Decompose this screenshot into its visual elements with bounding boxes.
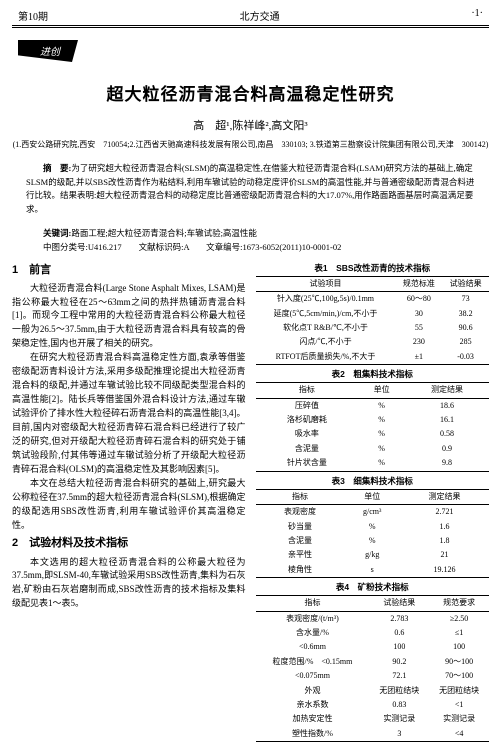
para: 本文在总结大粒径沥青混合料研究的基础上,研究最大公称粒径在37.5mm的超大粒径…	[12, 477, 246, 533]
abstract: 摘 要:为了研究超大粒径沥青混合料(SLSM)的高温稳定性,在借鉴大粒径沥青混合…	[26, 162, 475, 216]
section-1-heading: 1 前言	[12, 262, 246, 279]
table-2: 指标单位测定结果 压碎值%18.6 洛杉矶磨耗%16.1 吸水率%0.58 含泥…	[256, 382, 490, 471]
header-journal: 北方交通	[240, 8, 280, 23]
left-column: 1 前言 大粒径沥青混合料(Large Stone Asphalt Mixes,…	[12, 259, 246, 743]
abstract-label: 摘 要:	[43, 163, 71, 173]
table-1: 试验项目规范标准试验结果 针入度(25℃,100g,5s)/0.1mm60～80…	[256, 276, 490, 365]
para: 大粒径沥青混合料(Large Stone Asphalt Mixes, LSAM…	[12, 282, 246, 352]
section-2-heading: 2 试验材料及技术指标	[12, 535, 246, 552]
authors: 高 超¹,陈祥峰²,高文阳³	[0, 117, 501, 133]
rule	[12, 25, 489, 26]
header-issue: 第10期	[18, 8, 48, 23]
keywords: 关键词:路面工程;超大粒径沥青混合料;车辙试验;高温性能	[26, 227, 475, 239]
section-badge: 进创	[18, 40, 78, 62]
table-4-caption: 表4 矿粉技术指标	[256, 581, 490, 594]
paper-title: 超大粒径沥青混合料高温稳定性研究	[0, 80, 501, 105]
rule	[12, 27, 489, 28]
affiliations: (1.西安公路研究院,西安 710054;2.江西省天驰高速科技发展有限公司,南…	[0, 139, 501, 150]
abstract-text: 为了研究超大粒径沥青混合料(SLSM)的高温稳定性,在借鉴大粒径沥青混合料(LS…	[26, 163, 474, 214]
table-1-caption: 表1 SBS改性沥青的技术指标	[256, 262, 490, 275]
table-2-caption: 表2 粗集料技术指标	[256, 368, 490, 381]
table-3: 指标单位测定结果 表观密度g/cm³2.721 砂当量%1.6 含泥量%1.8 …	[256, 489, 490, 578]
para: 本文选用的超大粒径沥青混合料的公称最大粒径为37.5mm,即SLSM-40,车辙…	[12, 556, 246, 612]
table-3-caption: 表3 细集料技术指标	[256, 475, 490, 488]
right-column: 表1 SBS改性沥青的技术指标 试验项目规范标准试验结果 针入度(25℃,100…	[256, 259, 490, 743]
para: 在研究大粒径沥青混合料高温稳定性方面,袁承等借鉴密级配沥青料设计方法,采用多级配…	[12, 351, 246, 476]
class-line: 中图分类号:U416.217 文献标识码:A 文章编号:1673-6052(20…	[26, 241, 475, 253]
header-page: ·1·	[471, 8, 483, 23]
table-4: 指标试验结果规范要求 表观密度/(t/m³)2.783≥2.50 含水量/%0.…	[256, 595, 490, 742]
